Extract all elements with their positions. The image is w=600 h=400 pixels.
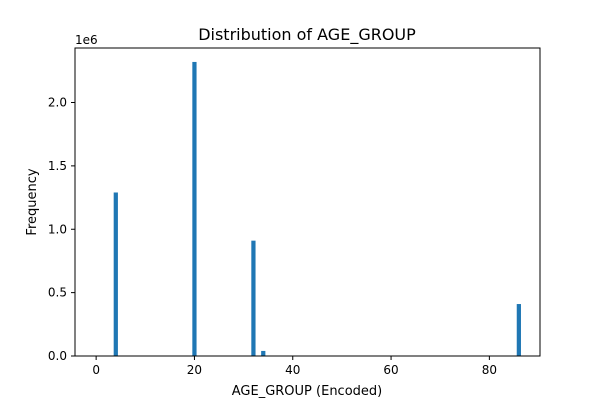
y-tick-label-2: 1.0 xyxy=(48,222,67,236)
y-axis: 0.0 0.5 1.0 1.5 2.0 xyxy=(48,96,75,363)
plot-frame xyxy=(74,47,541,357)
bar-1 xyxy=(192,61,197,357)
bars-group xyxy=(113,61,521,357)
bar-0 xyxy=(113,192,118,356)
x-tick-label-0: 0 xyxy=(92,363,100,377)
x-tick-label-4: 80 xyxy=(482,363,497,377)
bar-4 xyxy=(516,304,521,356)
bar-2 xyxy=(251,240,256,356)
x-tick-label-2: 40 xyxy=(285,363,300,377)
x-axis: 0 20 40 60 80 xyxy=(92,356,497,377)
bar-3 xyxy=(261,350,266,356)
chart-title: Distribution of AGE_GROUP xyxy=(198,25,416,45)
y-tick-label-3: 1.5 xyxy=(48,159,67,173)
x-tick-label-3: 60 xyxy=(383,363,398,377)
y-offset-label: 1e6 xyxy=(75,33,98,47)
y-tick-label-0: 0.0 xyxy=(48,349,67,363)
y-axis-label: Frequency xyxy=(25,168,40,235)
y-tick-label-1: 0.5 xyxy=(48,286,67,300)
y-tick-label-4: 2.0 xyxy=(48,96,67,110)
x-axis-label: AGE_GROUP (Encoded) xyxy=(232,384,382,399)
x-tick-label-1: 20 xyxy=(187,363,202,377)
